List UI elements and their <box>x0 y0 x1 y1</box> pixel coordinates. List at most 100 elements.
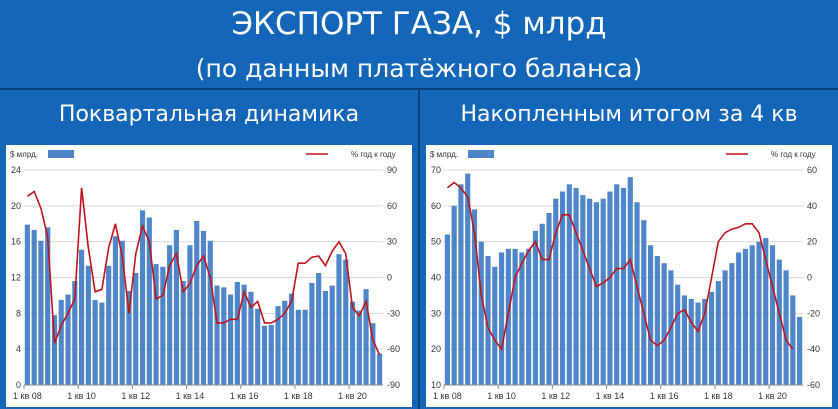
bar <box>688 299 694 385</box>
bar <box>92 299 98 385</box>
bar <box>587 198 593 385</box>
bar <box>119 240 125 385</box>
bar <box>756 241 762 385</box>
bar <box>790 295 796 385</box>
bar <box>173 230 179 385</box>
bar <box>627 177 633 385</box>
legend-bar-label: $ млрд. <box>430 150 458 159</box>
bar <box>593 202 599 385</box>
y-tick-label: 20 <box>431 344 441 354</box>
bar <box>139 210 146 385</box>
bar <box>776 259 782 385</box>
x-tick-label: 1 кв 08 <box>13 391 42 401</box>
bar <box>722 270 728 385</box>
y-tick-label: 10 <box>431 380 441 390</box>
bar <box>661 263 667 385</box>
bar <box>763 238 769 385</box>
bar <box>160 266 166 385</box>
bar <box>99 302 105 385</box>
bar <box>228 294 234 385</box>
bar <box>51 315 58 385</box>
bar <box>607 191 613 385</box>
bar <box>133 273 139 385</box>
y-tick-label: 0 <box>16 380 21 390</box>
chart-cumulative: 10 20 30 40 50 60 70 -60 -40 -20 0 20 40 60 1 кв 08 1 к… <box>430 150 820 401</box>
bar <box>268 324 274 385</box>
bar <box>38 240 44 385</box>
bar <box>295 309 301 385</box>
legend-line-label: % год к году <box>771 150 816 159</box>
y2-tick-label: 20 <box>807 237 817 247</box>
bar <box>234 281 240 385</box>
bar <box>146 217 152 385</box>
bar <box>559 191 566 385</box>
bar <box>288 293 295 385</box>
bar <box>641 220 647 385</box>
x-tick-label: 1 кв 08 <box>433 391 462 401</box>
bar <box>492 266 498 385</box>
chart-subtitle-quarterly: Поквартальная динамика <box>58 102 360 127</box>
y-tick-label: 12 <box>11 273 21 283</box>
y2-tick-label: 0 <box>387 273 392 283</box>
bar <box>241 284 247 385</box>
bar <box>783 270 789 385</box>
bar <box>200 230 207 385</box>
bar <box>600 198 606 385</box>
y2-tick-label: -60 <box>387 344 400 354</box>
bar <box>65 294 71 385</box>
bar <box>112 236 119 385</box>
y-tick-label: 30 <box>431 308 441 318</box>
bar <box>519 252 525 385</box>
y2-tick-label: 60 <box>387 201 397 211</box>
bar <box>736 252 742 385</box>
bar <box>708 291 715 385</box>
bar <box>566 184 572 385</box>
bar <box>471 209 478 385</box>
bar <box>451 205 457 385</box>
chart-subtitle-cumulative: Накопленным итогом за 4 кв <box>460 102 798 127</box>
bar <box>478 241 484 385</box>
legend-line-label: % год к году <box>351 150 396 159</box>
bar <box>275 306 281 385</box>
bar <box>532 230 539 385</box>
legend-bar-swatch <box>468 150 494 158</box>
bar <box>207 240 213 385</box>
bar <box>370 323 376 385</box>
bar <box>675 284 681 385</box>
bar <box>377 353 383 385</box>
bar <box>797 316 803 385</box>
bar <box>715 281 721 385</box>
bar <box>255 308 261 385</box>
bar <box>444 234 450 385</box>
chart-quarterly: 0 4 8 12 16 20 24 -90 -60 -30 0 30 60 90 1 кв 08 1 кв 1… <box>10 150 400 401</box>
bar <box>349 301 356 385</box>
y2-tick-label: 30 <box>387 237 397 247</box>
y-tick-label: 16 <box>11 237 21 247</box>
bar <box>648 245 654 385</box>
bar <box>729 263 735 385</box>
bar <box>539 223 545 385</box>
bar <box>580 195 586 385</box>
bar <box>309 282 315 385</box>
y2-tick-label: -20 <box>807 308 820 318</box>
bar <box>620 187 627 385</box>
bar <box>769 245 776 385</box>
x-tick-label: 1 кв 14 <box>176 391 205 401</box>
bar <box>153 264 159 385</box>
bar <box>167 245 173 385</box>
y2-tick-label: -30 <box>387 308 400 318</box>
bar <box>485 256 491 385</box>
series-line <box>446 181 794 352</box>
y-tick-label: 24 <box>11 165 21 175</box>
x-tick-label: 1 кв 18 <box>284 391 313 401</box>
chart-panel-cumulative: 10 20 30 40 50 60 70 -60 -40 -20 0 20 40 60 1 кв 08 1 к… <box>426 145 832 407</box>
bar <box>614 184 620 385</box>
bar <box>214 285 220 385</box>
legend-bar-label: $ млрд. <box>10 150 38 159</box>
bar <box>329 285 335 385</box>
y-tick-label: 4 <box>16 344 21 354</box>
bar <box>526 248 532 385</box>
y2-tick-label: -60 <box>807 380 820 390</box>
bar <box>654 256 660 385</box>
y2-tick-label: -40 <box>807 344 820 354</box>
